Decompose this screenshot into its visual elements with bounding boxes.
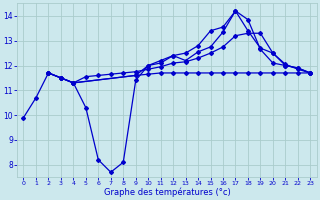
X-axis label: Graphe des températures (°c): Graphe des températures (°c): [104, 187, 230, 197]
